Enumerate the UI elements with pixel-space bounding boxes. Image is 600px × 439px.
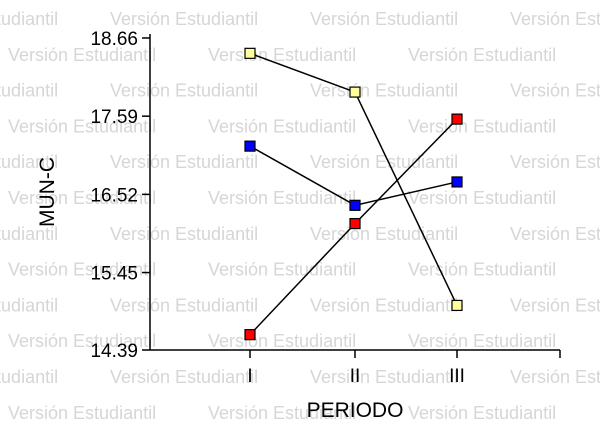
x-tick-label: I	[247, 366, 252, 387]
data-point-s1-II	[349, 86, 361, 98]
data-point-s2-I	[244, 140, 256, 152]
data-point-s3-I	[244, 329, 256, 341]
y-axis-title: MUN-C	[36, 157, 59, 227]
y-ticks: 18.66 17.59 16.52 15.45 14.39	[90, 29, 150, 362]
series-line-2	[249, 145, 458, 207]
axes	[149, 34, 560, 351]
y-tick-label: 15.45	[90, 264, 138, 285]
data-point-s2-III	[451, 176, 463, 188]
x-tick-label: III	[449, 366, 465, 387]
data-point-s3-III	[451, 113, 463, 125]
y-tick-label: 16.52	[90, 185, 138, 206]
y-tick-label: 17.59	[90, 107, 138, 128]
data-point-s1-III	[451, 299, 463, 312]
y-tick-label: 14.39	[90, 341, 138, 362]
x-tick-label: II	[350, 366, 361, 387]
data-point-s1-I	[244, 47, 256, 59]
y-tick-label: 18.66	[90, 29, 138, 50]
data-point-s3-II	[349, 217, 361, 230]
data-point-s2-II	[349, 199, 361, 211]
series-markers	[244, 47, 463, 341]
x-ticks: I II III	[247, 350, 561, 387]
x-axis-title: PERIODO	[307, 399, 404, 422]
